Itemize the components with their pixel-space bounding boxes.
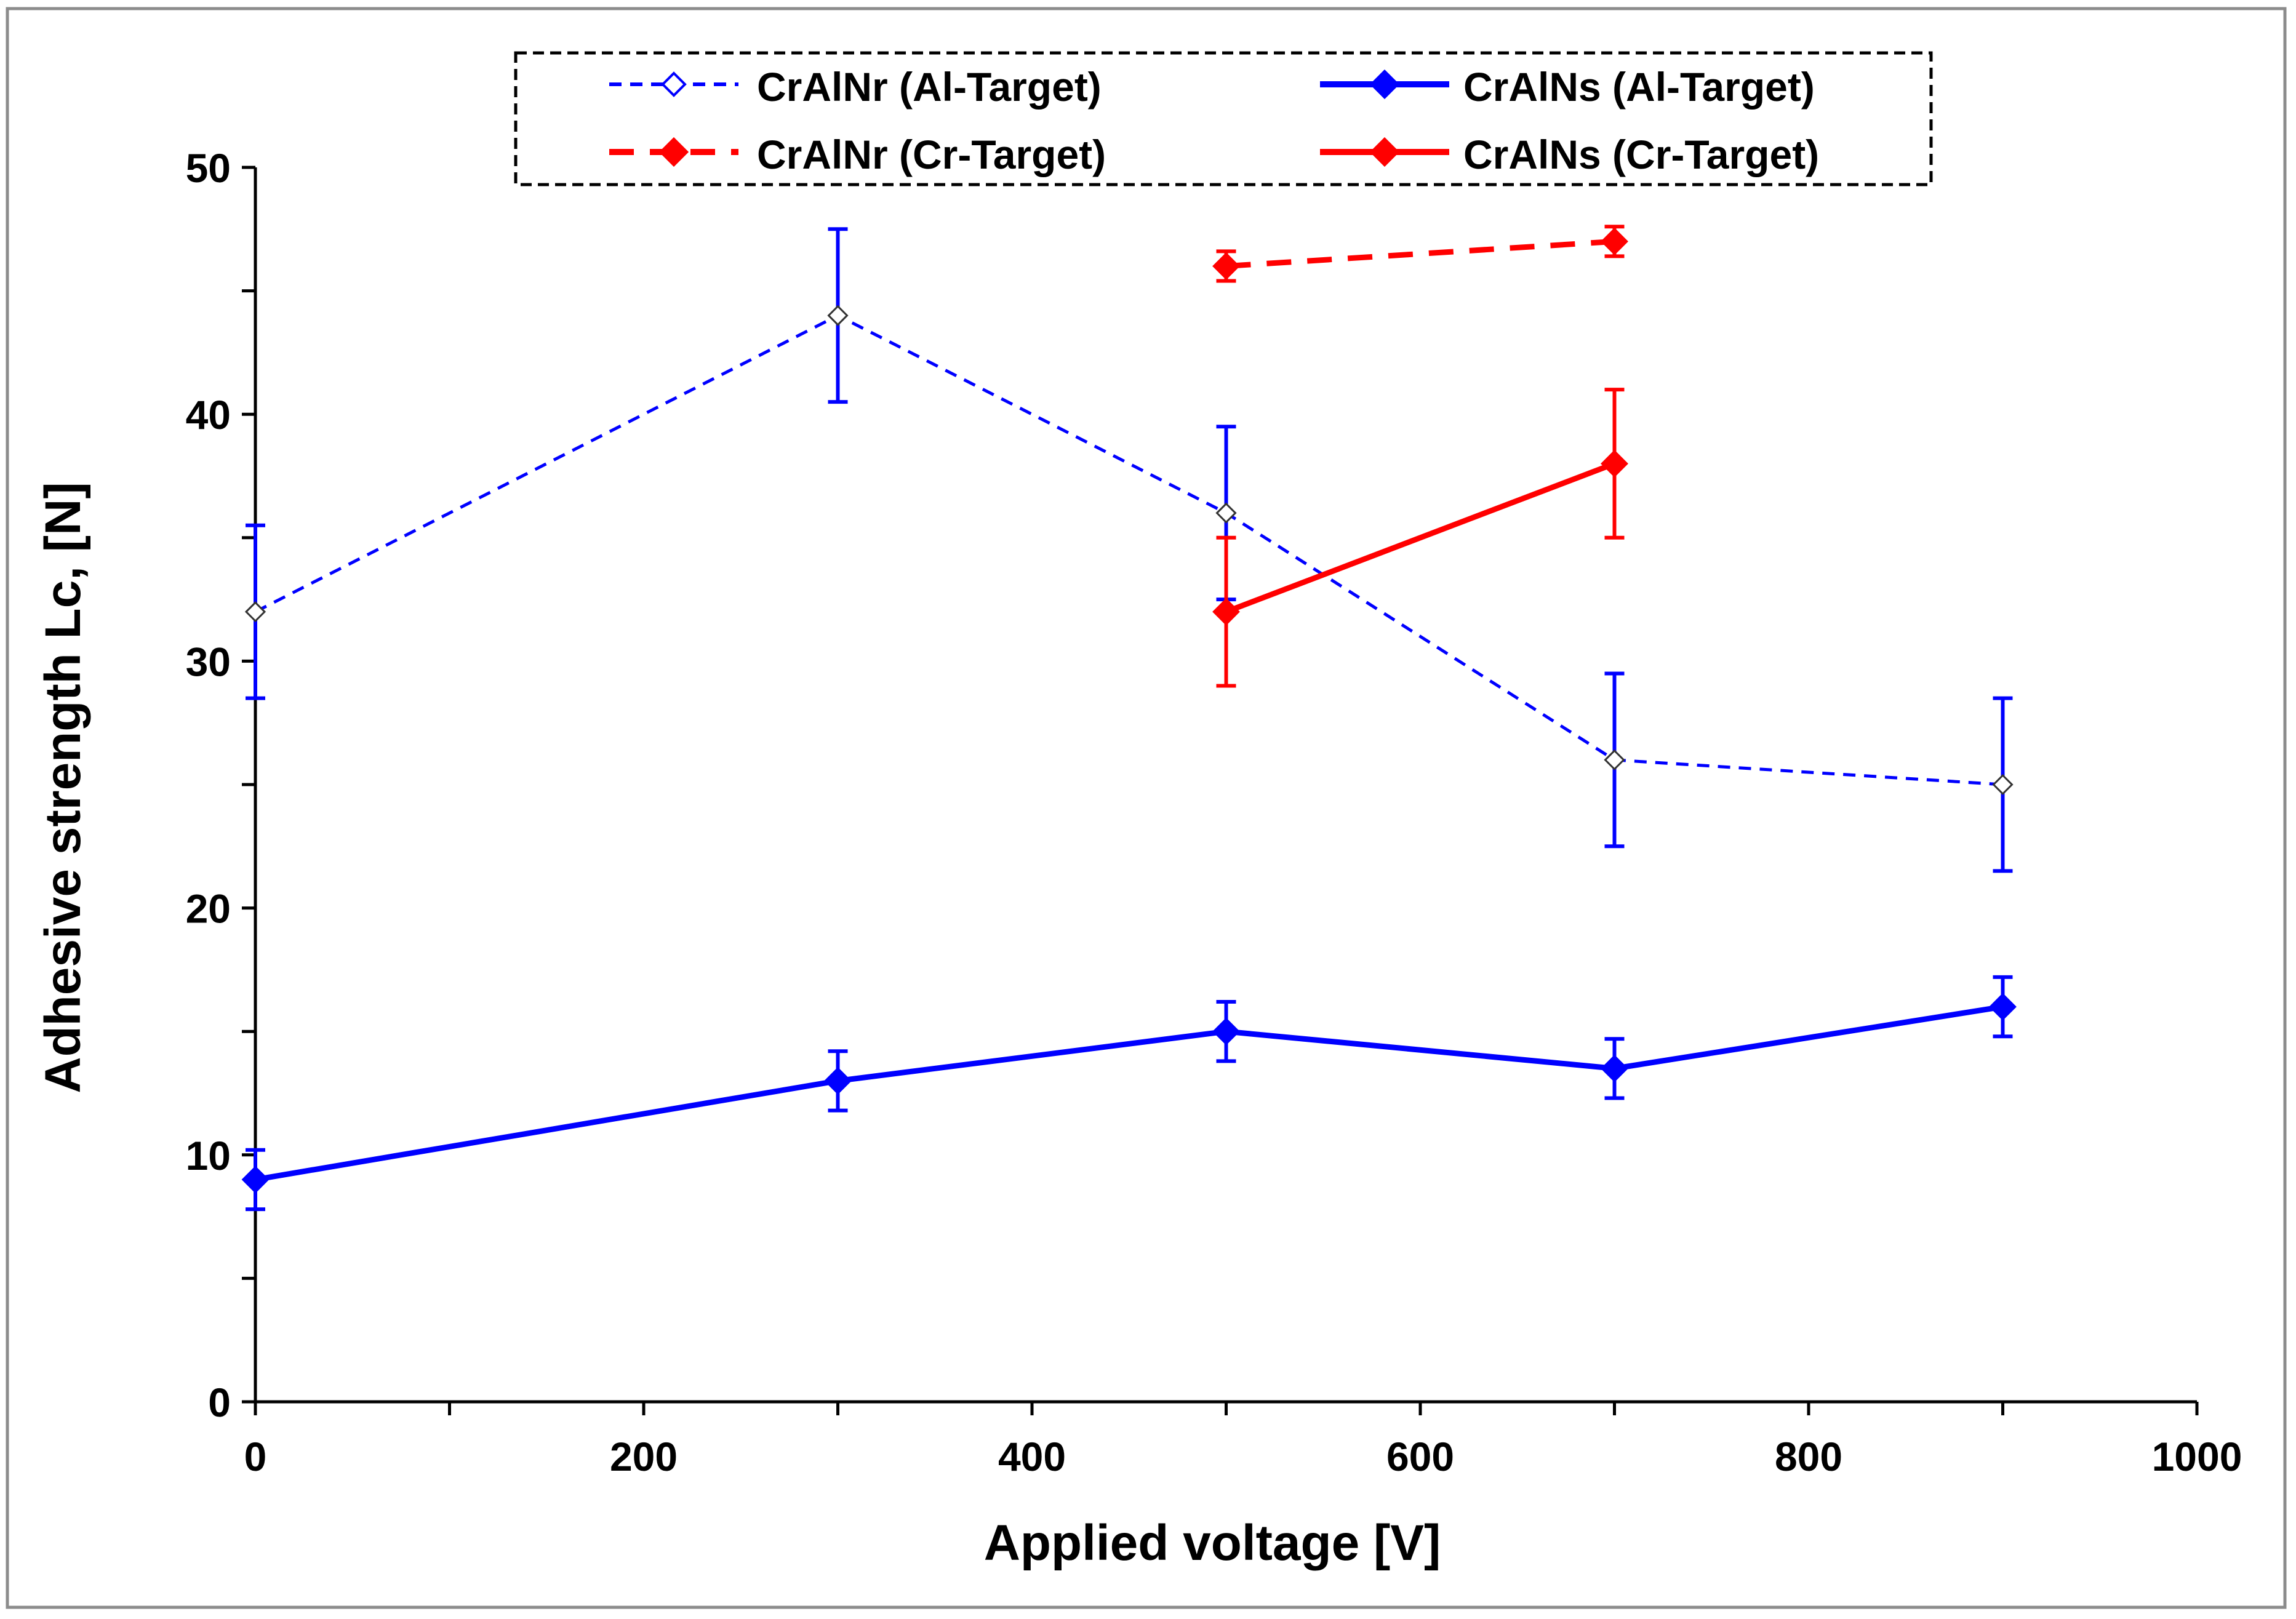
legend-marker-crAlNr-al — [661, 71, 687, 97]
y-tick-label: 40 — [186, 392, 231, 438]
series-3-point — [1601, 227, 1628, 255]
y-tick-label: 0 — [208, 1380, 231, 1425]
legend-marker-crAlNs-cr — [1369, 137, 1400, 167]
series-1-point — [827, 305, 849, 326]
y-tick-label: 50 — [186, 145, 231, 191]
x-tick-label: 800 — [1775, 1434, 1842, 1479]
legend-marker-crAlNs-al — [1369, 69, 1400, 100]
x-tick-label: 400 — [998, 1434, 1066, 1479]
legend-label-crAlNr-cr: CrAlNr (Cr-Target) — [757, 132, 1106, 177]
series-3-point — [1212, 252, 1240, 280]
series-3-line — [1226, 238, 1615, 269]
series-1-point — [1992, 774, 2014, 796]
y-axis-title: Adhesive strength Lc, [N] — [35, 482, 91, 1093]
series-4 — [1212, 388, 1628, 688]
legend: CrAlNr (Al-Target) CrAlNs (Al-Target) Cr… — [514, 51, 1933, 186]
x-tick-label: 600 — [1386, 1434, 1454, 1479]
series-2 — [241, 975, 2017, 1212]
x-axis-title: Applied voltage [V] — [984, 1515, 1441, 1571]
series-4-point — [1212, 598, 1240, 626]
x-tick-label: 0 — [244, 1434, 267, 1479]
legend-label-crAlNr-al: CrAlNr (Al-Target) — [757, 64, 1102, 110]
series-2-point — [1601, 1054, 1628, 1082]
legend-entry-crAlNs-cr: CrAlNs (Cr-Target) — [1320, 132, 1819, 177]
legend-label-crAlNs-cr: CrAlNs (Cr-Target) — [1463, 132, 1819, 177]
series-4-point — [1601, 450, 1628, 478]
y-tick-label: 10 — [186, 1133, 231, 1178]
plot-area: 0 200 400 600 800 1000 0 10 20 30 40 50 — [186, 145, 2242, 1479]
series-1-point — [1604, 749, 1625, 771]
x-tick-label: 1000 — [2152, 1434, 2242, 1479]
series-2-point — [1212, 1017, 1240, 1045]
legend-entry-crAlNs-al: CrAlNs (Al-Target) — [1320, 64, 1815, 110]
series-4-line — [1225, 461, 1616, 615]
series-2-point — [241, 1165, 270, 1194]
figure-frame — [6, 7, 2287, 1609]
legend-box — [514, 51, 1933, 186]
legend-label-crAlNs-al: CrAlNs (Al-Target) — [1463, 64, 1815, 110]
series-2-point — [1989, 993, 2017, 1021]
legend-marker-crAlNr-cr — [658, 137, 689, 167]
series-1-point — [244, 601, 266, 623]
x-tick-label: 200 — [610, 1434, 678, 1479]
legend-entry-crAlNr-cr: CrAlNr (Cr-Target) — [609, 132, 1106, 177]
y-tick-label: 30 — [186, 639, 231, 684]
series-3 — [1212, 225, 1628, 283]
series-1 — [244, 227, 2014, 873]
series-1-point — [1215, 502, 1237, 524]
legend-entry-crAlNr-al: CrAlNr (Al-Target) — [609, 64, 1102, 110]
series-2-point — [824, 1067, 852, 1095]
y-tick-label: 20 — [186, 886, 231, 932]
